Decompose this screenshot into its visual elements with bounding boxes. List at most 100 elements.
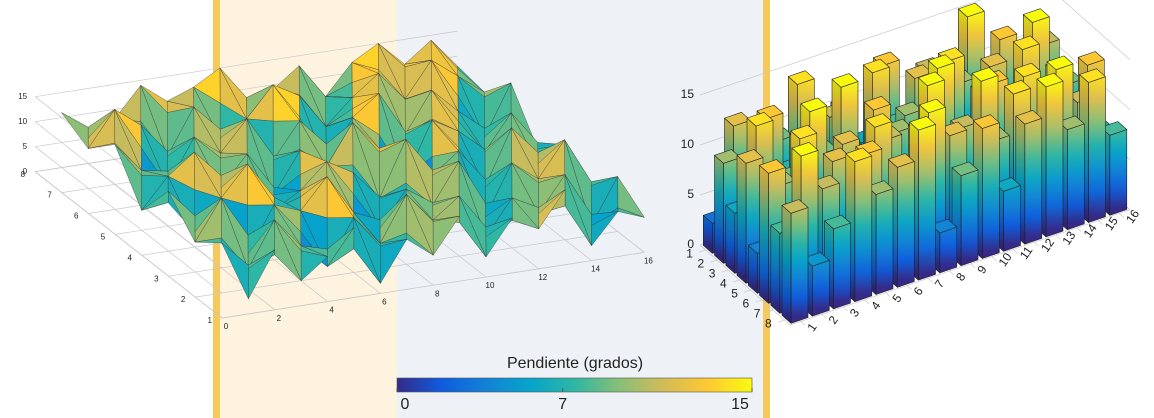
bar-front: [1003, 185, 1021, 252]
grid-line: [34, 171, 223, 319]
bar-top: [790, 124, 818, 140]
y-tick-label: 5: [731, 286, 738, 300]
colorbar: [396, 377, 753, 393]
y-tick-label: 6: [742, 296, 749, 310]
bar-front: [896, 161, 915, 288]
bar-top: [930, 218, 958, 234]
y-tick-label: 6: [74, 212, 79, 221]
bar-top: [980, 52, 1008, 68]
y-tick-label: 7: [47, 191, 52, 200]
x-tick: [1076, 227, 1082, 233]
surface-facet: [141, 191, 169, 211]
bar-top: [781, 199, 809, 214]
bar-top: [845, 147, 873, 162]
z-tick-label: 15: [18, 92, 27, 101]
x-tick-label: 14: [591, 265, 600, 274]
bar: [951, 161, 979, 267]
x-tick-label: 1: [804, 320, 819, 334]
bar-side-shade: [737, 155, 746, 284]
bar-top: [746, 112, 774, 127]
bar-top: [994, 177, 1021, 192]
bar-top: [917, 71, 945, 86]
bar-top: [990, 25, 1018, 41]
bar-front: [1045, 80, 1064, 238]
bar-side-shade: [748, 245, 758, 294]
y-tick-label: 5: [101, 233, 106, 242]
x-tick: [970, 263, 976, 269]
bar-top: [800, 97, 828, 112]
x-tick-label: 3: [847, 306, 862, 320]
bar-side-shade: [714, 155, 724, 264]
x-tick: [864, 299, 870, 305]
surface-facet: [114, 144, 142, 211]
surface-facet: [194, 237, 222, 244]
bar-front: [1109, 129, 1128, 216]
x-tick: [949, 270, 955, 276]
y-tick: [699, 249, 706, 253]
y-tick: [766, 309, 774, 313]
bar-top: [957, 2, 985, 18]
background: [213, 0, 770, 418]
y-tick: [710, 259, 717, 263]
x-tick-label: 6: [911, 284, 926, 298]
bar-top: [1079, 68, 1106, 83]
colorbar-tick-label: 0: [401, 396, 410, 413]
bar-top: [940, 121, 968, 136]
bar-top: [1100, 121, 1128, 136]
bar-front: [939, 226, 958, 274]
surface-facet: [61, 112, 89, 149]
colorbar-label: Pendiente (grados): [507, 355, 643, 372]
surface-facet: [221, 242, 249, 300]
bar-top: [1036, 72, 1064, 88]
bar-top: [909, 116, 936, 131]
x-tick-label: 11: [1017, 243, 1036, 262]
y-tick-label: 2: [181, 295, 186, 304]
x-tick-label: 8: [435, 289, 440, 298]
x-tick: [842, 306, 848, 312]
surface-facet: [168, 191, 196, 243]
y-tick-label: 4: [720, 276, 727, 290]
bar: [1015, 110, 1043, 245]
bar-front: [1088, 76, 1106, 223]
bar-top: [866, 180, 894, 195]
bar-top: [791, 142, 819, 157]
grid-line: [35, 30, 458, 98]
x-tick: [1097, 220, 1103, 225]
bar-top: [1014, 62, 1041, 78]
grid-line: [1062, 0, 1131, 61]
bar-front: [981, 122, 1000, 259]
bar-top: [1078, 51, 1105, 66]
x-tick: [1119, 213, 1125, 218]
bar-front: [918, 124, 936, 281]
bar-top: [832, 130, 860, 145]
axis-line: [699, 244, 791, 326]
y-tick: [721, 269, 729, 273]
bar-side-shade: [759, 165, 769, 304]
bar-side-shade: [725, 205, 735, 274]
z-tick-label: 5: [687, 187, 694, 201]
bar-top: [919, 98, 946, 114]
bar-side-shade: [703, 215, 713, 254]
bar-side-shade: [770, 225, 780, 314]
grid-line: [699, 0, 982, 96]
bar-front: [833, 222, 851, 310]
z-tick-label: 5: [23, 142, 28, 151]
x-tick: [1012, 249, 1018, 254]
bar-top: [865, 113, 893, 128]
z-tick-label: 0: [687, 237, 694, 251]
colorbar-tick-label: 7: [558, 396, 567, 413]
x-tick-label: 12: [538, 273, 547, 282]
bar-top: [951, 161, 979, 176]
x-tick-label: 4: [329, 306, 334, 315]
bar-top: [1004, 80, 1031, 95]
x-tick-label: 4: [868, 299, 883, 313]
y-tick-label: 1: [208, 316, 213, 325]
bar-top: [927, 54, 955, 69]
y-tick: [777, 319, 785, 323]
z-tick-label: 0: [23, 167, 28, 176]
colorbar-tick-label: 15: [731, 396, 749, 413]
bar-front: [875, 188, 894, 295]
grid-line: [221, 252, 645, 319]
